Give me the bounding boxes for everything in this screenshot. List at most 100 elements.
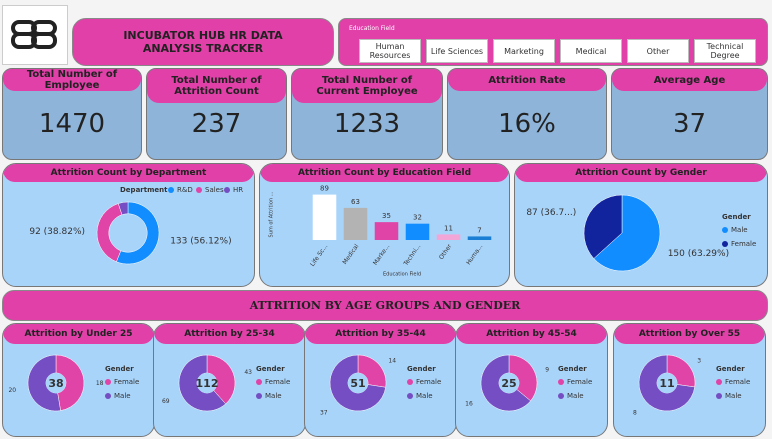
x-tick-label: Marke... [372,243,392,267]
kpi-card: Total Number of Attrition Count 237 [146,68,287,160]
legend-label: Male [731,226,748,234]
data-label: 43 [244,369,252,376]
x-tick-label: Other [438,243,454,261]
chart-panel: Attrition Count by Education Field [259,163,510,287]
legend-label: Female [725,378,750,386]
bar [374,222,399,240]
data-label: 37 [320,410,328,417]
data-label: 35 [382,212,391,220]
data-label: 11 [444,224,453,232]
bar [405,223,430,240]
legend-swatch [256,393,262,399]
legend-swatch [196,187,202,193]
kpi-label: Total Number of Current Employee [292,69,442,103]
legend-swatch [105,393,111,399]
logo-mark [11,20,57,49]
chart-title: Attrition Count by Gender [515,164,767,182]
center-disc [347,372,369,394]
center-total: 38 [48,377,63,390]
x-axis-label: Education Field [383,272,421,278]
kpi-card: Total Number of Current Employee 1233 [291,68,443,160]
data-label: 9 [545,366,549,373]
legend-label: Male [114,392,131,400]
legend-swatch [168,187,174,193]
chart-panel: Attrition by 45-54 [455,323,608,437]
legend-label: Male [265,392,282,400]
chart-title: Attrition by Under 25 [3,324,154,344]
legend-swatch [407,379,413,385]
logo [2,5,68,65]
chart-title: Attrition by 25-34 [154,324,305,344]
data-label: 20 [8,387,16,394]
slice [117,201,129,216]
filter-option[interactable]: Other [627,39,689,63]
legend-label: Sales [205,186,224,194]
legend-label: Female [567,378,592,386]
kpi-card: Average Age 37 [611,68,768,160]
data-label: 92 (38.82%) [29,227,85,237]
legend-swatch [716,379,722,385]
legend-title: Department [120,186,168,194]
filter-option[interactable]: Life Sciences [426,39,488,63]
filter-label: Education Field [349,25,395,32]
bar [436,234,461,240]
kpi-label: Total Number of Attrition Count [147,69,286,103]
data-label: 89 [320,185,329,193]
chart-title: Attrition Count by Department [3,164,254,182]
chart-title: Attrition by 45-54 [456,324,607,344]
data-label: 16 [465,401,473,408]
x-tick-label: Techni... [402,243,422,268]
slice [96,203,123,263]
legend-title: Gender [256,365,285,373]
data-label: 32 [413,214,422,222]
slice [116,201,160,265]
legend-swatch [722,241,728,247]
legend-label: R&D [177,186,193,194]
legend-label: Male [416,392,433,400]
legend-title: Gender [722,213,751,221]
kpi-label: Total Number of Employee [3,69,141,91]
legend-label: Male [567,392,584,400]
legend-swatch [224,187,230,193]
legend-swatch [722,227,728,233]
filter-option[interactable]: Human Resources [359,39,421,63]
kpi-value: 1233 [333,109,401,139]
x-tick-label: Medical [341,243,360,266]
filter-option[interactable]: Medical [560,39,622,63]
data-label: 150 (63.29%) [668,249,729,259]
legend-label: Female [416,378,441,386]
legend-title: Gender [716,365,745,373]
data-label: 63 [351,198,360,206]
legend-title: Gender [558,365,587,373]
center-total: 25 [501,377,516,390]
chart-title: Attrition Count by Education Field [260,164,509,182]
chart-title: Attrition by Over 55 [614,324,765,344]
legend-label: Male [725,392,742,400]
center-total: 112 [196,377,219,390]
legend-label: Female [114,378,139,386]
center-total: 51 [350,377,365,390]
filter-option[interactable]: Marketing [493,39,555,63]
center-disc [45,372,67,394]
bar [343,207,368,240]
data-label: 133 (56.12%) [170,237,231,247]
kpi-label: Average Age [612,69,767,91]
legend-title: Gender [105,365,134,373]
data-label: 8 [633,410,637,417]
legend-label: Female [731,240,756,248]
dashboard-title: INCUBATOR HUB HR DATA ANALYSIS TRACKER [72,18,334,66]
data-label: 14 [388,357,396,364]
legend-swatch [407,393,413,399]
chart-title: Attrition by 35-44 [305,324,456,344]
slice [638,354,695,412]
legend-title: Gender [407,365,436,373]
kpi-card: Total Number of Employee 1470 [2,68,142,160]
legend-swatch [558,393,564,399]
filter-option[interactable]: Technical Degree [694,39,756,63]
chart-panel: Attrition Count by Department [2,163,255,287]
section-banner: ATTRITION BY AGE GROUPS AND GENDER [2,290,768,321]
legend-label: Female [265,378,290,386]
data-label: 3 [697,357,701,364]
center-disc [656,372,678,394]
